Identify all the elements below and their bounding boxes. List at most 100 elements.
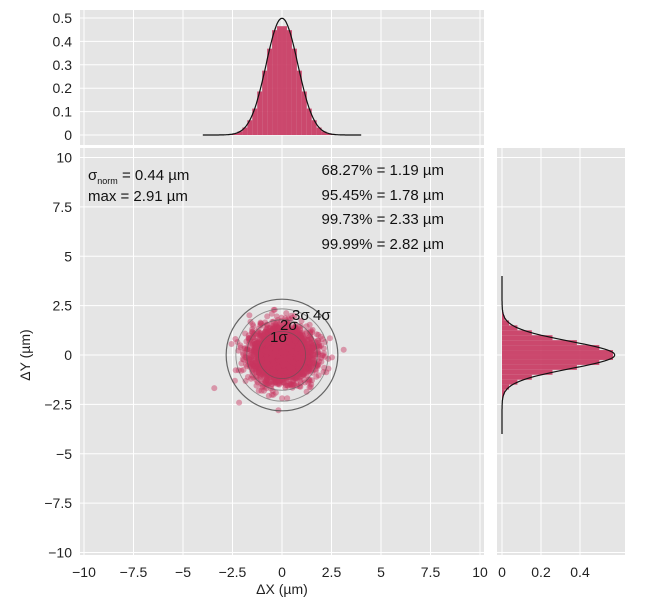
scatter-point	[306, 359, 313, 366]
scatter-point	[280, 367, 287, 374]
scatter-point	[274, 355, 281, 361]
scatter-point	[251, 341, 258, 347]
scatter-point	[266, 352, 273, 359]
scatter-point	[294, 348, 301, 355]
scatter-point	[263, 350, 270, 357]
scatter-point	[268, 338, 275, 345]
scatter-point	[278, 353, 285, 360]
scatter-point	[269, 358, 276, 365]
scatter-point	[269, 345, 276, 352]
scatter-point	[277, 372, 283, 379]
scatter-point	[305, 347, 312, 353]
scatter-point	[273, 344, 280, 351]
scatter-point	[281, 360, 288, 366]
scatter-point	[268, 352, 275, 359]
scatter-point	[276, 356, 283, 363]
scatter-point	[262, 334, 268, 341]
gaussian-fit-curve	[202, 17, 362, 136]
scatter-point	[260, 351, 267, 358]
histogram-bar	[306, 108, 312, 135]
scatter-point	[307, 383, 314, 390]
scatter-point	[260, 362, 267, 369]
scatter-point	[286, 365, 293, 372]
scatter-point	[276, 360, 283, 367]
scatter-point	[285, 360, 292, 367]
histogram-bar	[301, 91, 307, 135]
right-x-tick-label: 0.2	[531, 564, 551, 580]
scatter-point	[288, 360, 295, 367]
scatter-point	[275, 338, 282, 345]
scatter-point	[278, 349, 285, 356]
scatter-point	[286, 325, 293, 332]
scatter-point	[280, 337, 287, 344]
scatter-point	[255, 340, 262, 347]
scatter-point	[289, 345, 296, 352]
scatter-point	[273, 349, 280, 356]
scatter-point	[268, 360, 274, 367]
scatter-point	[284, 322, 291, 329]
scatter-point	[301, 348, 308, 355]
scatter-point	[273, 325, 280, 332]
scatter-point	[279, 335, 286, 342]
scatter-point	[266, 363, 273, 370]
scatter-point	[283, 358, 290, 365]
scatter-point	[279, 355, 286, 362]
scatter-point	[273, 351, 280, 358]
scatter-point	[265, 364, 272, 371]
scatter-point	[258, 338, 265, 345]
scatter-point	[263, 376, 270, 383]
scatter-point	[275, 347, 282, 354]
scatter-point	[282, 338, 289, 345]
scatter-point	[279, 339, 286, 346]
scatter-point	[266, 355, 273, 362]
scatter-point	[276, 346, 283, 353]
scatter-point	[289, 347, 295, 354]
scatter-point	[329, 354, 335, 361]
scatter-point	[263, 345, 270, 351]
scatter-point	[279, 344, 286, 351]
scatter-point	[296, 360, 302, 367]
scatter-point	[284, 356, 291, 363]
scatter-point	[287, 346, 294, 353]
scatter-point	[284, 362, 291, 369]
scatter-point	[290, 356, 297, 363]
scatter-point	[270, 391, 277, 398]
scatter-point	[279, 357, 286, 363]
scatter-point	[286, 337, 293, 344]
scatter-point	[268, 354, 275, 361]
scatter-point	[266, 345, 273, 352]
scatter-point	[284, 382, 291, 389]
scatter-point	[240, 366, 247, 373]
scatter-point	[295, 348, 302, 355]
scatter-point	[281, 364, 288, 371]
scatter-point	[295, 334, 302, 340]
scatter-point	[262, 357, 269, 364]
scatter-point	[273, 359, 280, 366]
scatter-point	[252, 345, 259, 351]
scatter-point	[285, 339, 292, 345]
scatter-point	[265, 380, 272, 387]
scatter-point	[276, 332, 283, 338]
scatter-point	[259, 371, 266, 378]
scatter-point	[260, 369, 267, 375]
scatter-point	[288, 367, 295, 374]
scatter-point	[270, 346, 277, 353]
scatter-point	[281, 362, 288, 368]
scatter-point	[277, 368, 284, 375]
scatter-point	[252, 359, 259, 366]
scatter-point	[286, 355, 293, 362]
scatter-point	[275, 340, 282, 347]
scatter-point	[270, 353, 276, 360]
scatter-point	[287, 342, 293, 349]
scatter-point	[300, 371, 307, 378]
scatter-point	[298, 355, 305, 362]
scatter-point	[287, 361, 294, 368]
x-axis-label: ΔX (µm)	[256, 581, 308, 597]
scatter-point	[276, 344, 283, 351]
scatter-point	[274, 364, 281, 371]
scatter-point	[305, 353, 312, 360]
scatter-point	[286, 360, 293, 367]
scatter-point	[272, 343, 279, 350]
scatter-point	[275, 342, 282, 349]
scatter-point	[285, 367, 292, 374]
